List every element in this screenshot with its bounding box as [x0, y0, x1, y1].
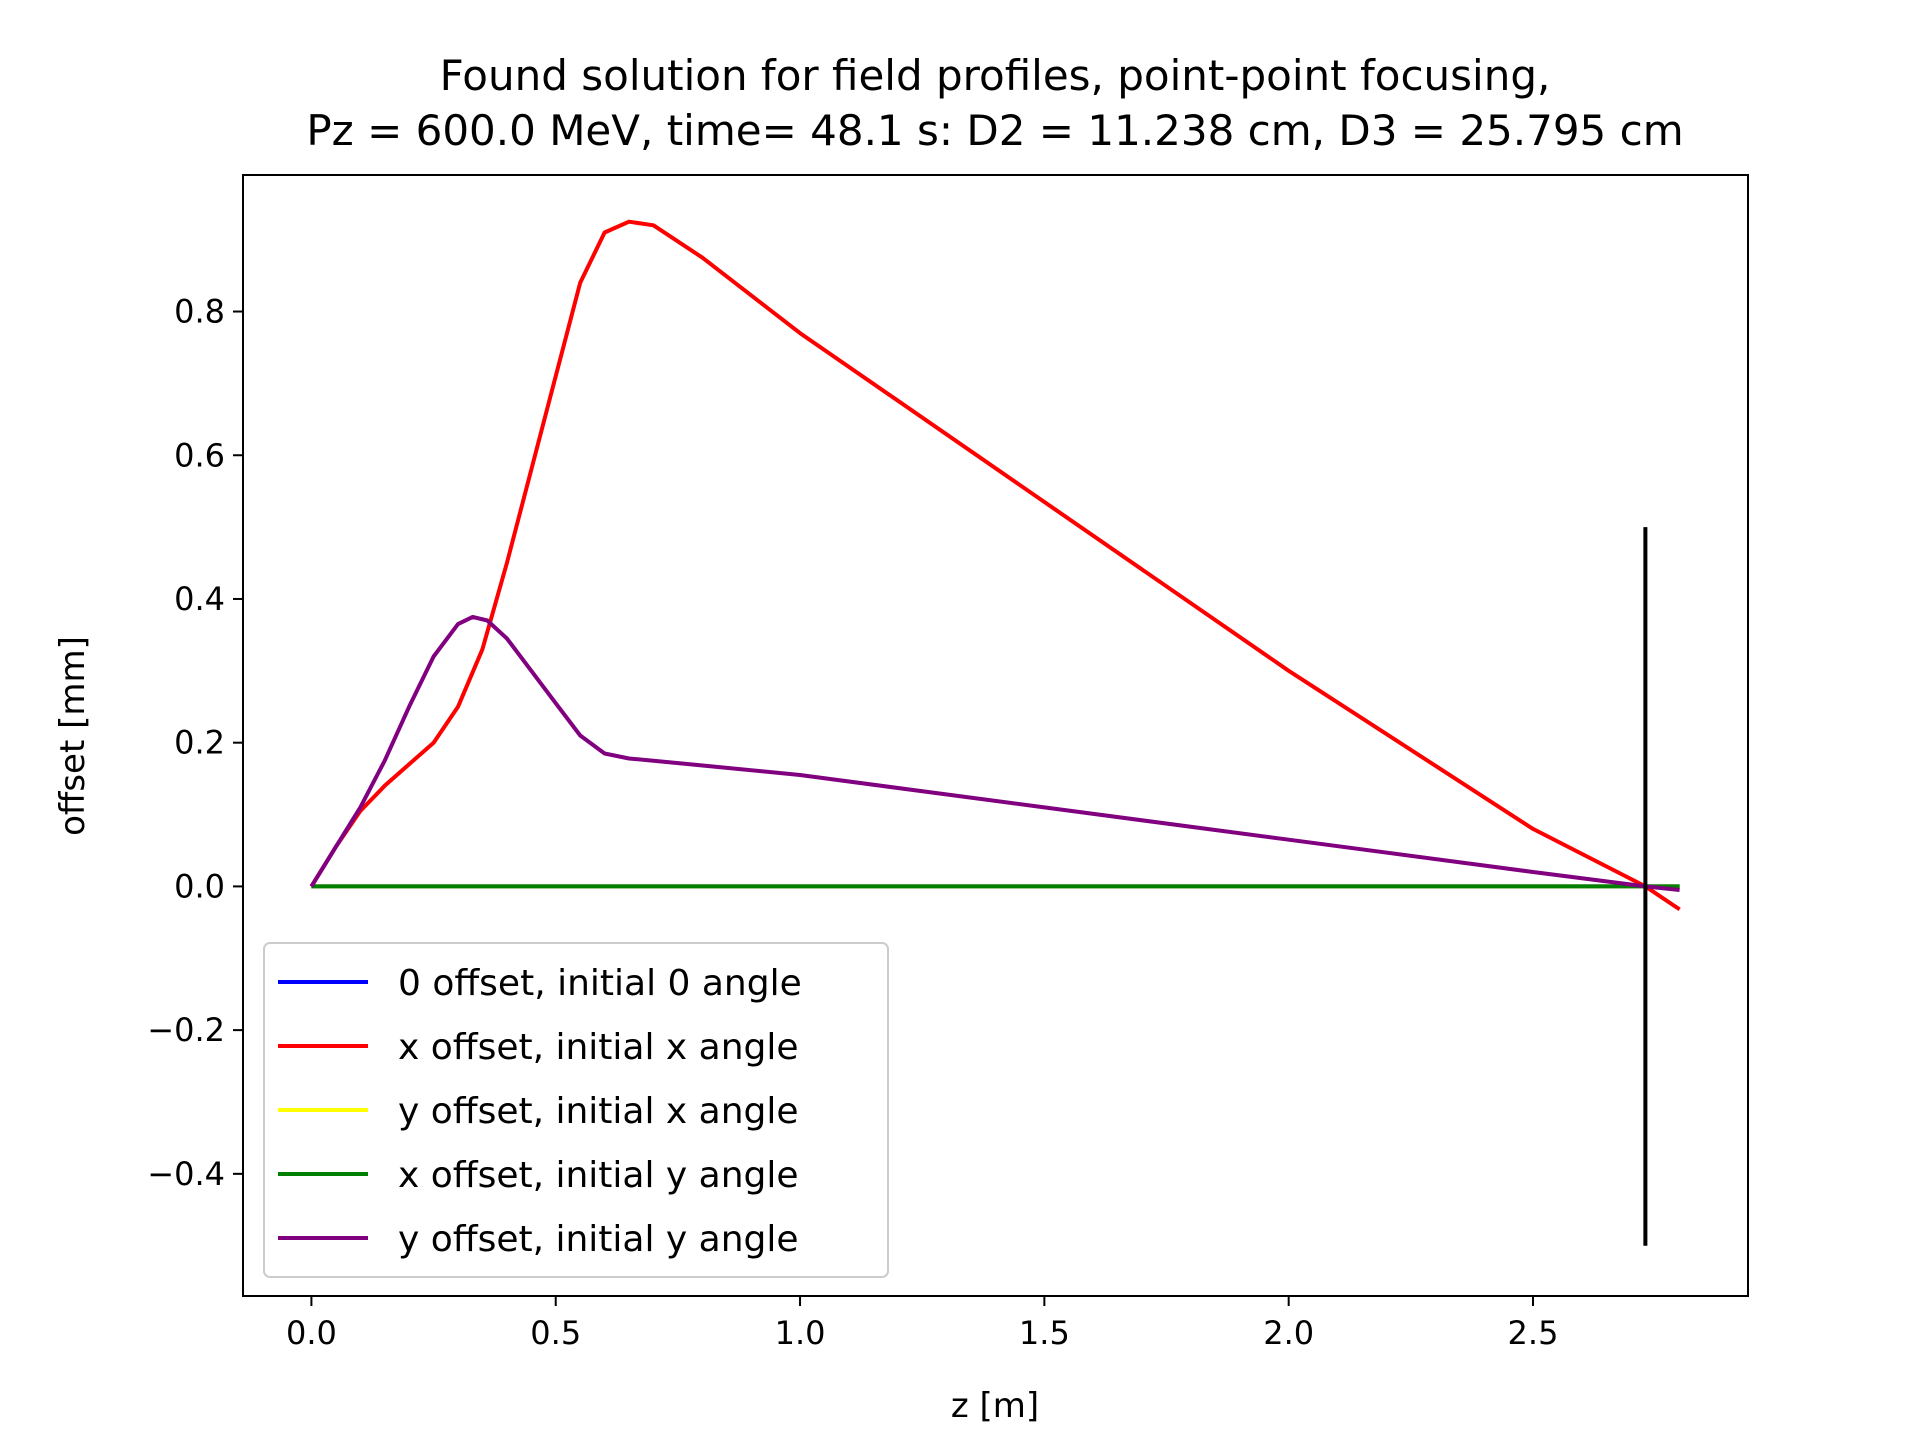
x-tick-label: 1.0	[775, 1314, 826, 1352]
x-tick-label: 0.0	[286, 1314, 337, 1352]
x-tick-label: 2.0	[1263, 1314, 1314, 1352]
legend-label-4: x offset, initial y angle	[398, 1155, 799, 1196]
plot-area	[309, 219, 1681, 1246]
chart-title-line-1: Found solution for field profiles, point…	[440, 51, 1551, 100]
y-tick-label: 0.8	[174, 293, 225, 331]
legend-label-2: x offset, initial x angle	[398, 1027, 799, 1068]
axis-ticks: 0.0 0.5 1.0 1.5 2.0 2.5 −0.4 −0.2 0.0 0.2 0.4 0.6 0.…	[147, 293, 1558, 1352]
legend-label-5: y offset, initial y angle	[398, 1219, 799, 1260]
chart-title-line-2: Pz = 600.0 MeV, time= 48.1 s: D2 = 11.23…	[306, 106, 1683, 155]
legend: 0 offset, initial 0 angle x offset, initi…	[263, 942, 889, 1278]
y-tick-label: 0.4	[174, 580, 225, 618]
y-tick-label: −0.4	[147, 1155, 225, 1193]
series-line-2	[309, 219, 1681, 912]
y-tick-label: −0.2	[147, 1011, 225, 1049]
legend-label-1: 0 offset, initial 0 angle	[398, 963, 802, 1004]
y-tick-label: 0.6	[174, 436, 225, 474]
plot-frame	[242, 174, 1749, 1297]
series-line-5	[309, 614, 1680, 892]
y-axis-label: offset [mm]	[53, 636, 93, 836]
x-axis-label: z [m]	[951, 1386, 1039, 1426]
x-tick-label: 2.5	[1508, 1314, 1559, 1352]
x-tick-label: 0.5	[530, 1314, 581, 1352]
x-tick-label: 1.5	[1019, 1314, 1070, 1352]
legend-label-3: y offset, initial x angle	[398, 1091, 799, 1132]
y-tick-label: 0.0	[174, 867, 225, 905]
legend-box	[263, 942, 889, 1278]
y-tick-label: 0.2	[174, 724, 225, 762]
